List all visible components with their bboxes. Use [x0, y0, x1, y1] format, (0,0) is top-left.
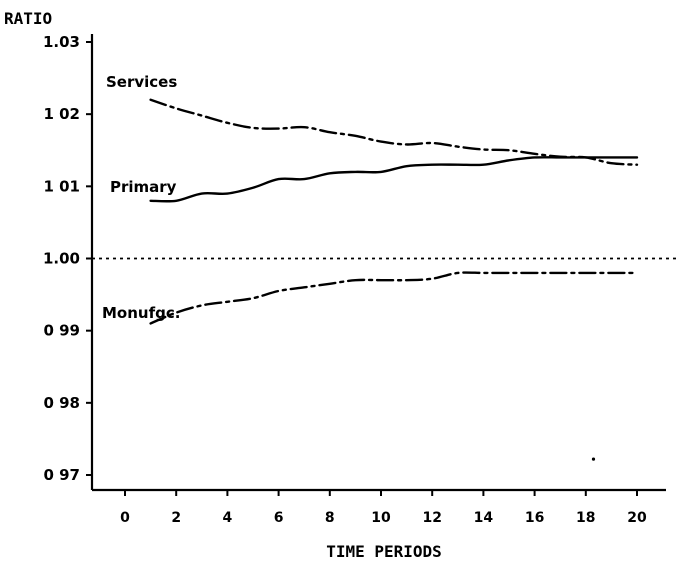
x-tick-label: 6 [274, 510, 284, 526]
series-line-2 [149, 271, 639, 325]
x-tick-label: 0 [120, 510, 130, 526]
stray-mark [591, 457, 596, 461]
x-axis-ticks: 0 2 4 6 8 10 12 14 16 18 20 [120, 490, 647, 526]
y-tick-label: 1.03 [43, 33, 80, 51]
x-tick-label: 14 [474, 510, 494, 526]
series-label-services: Services [106, 73, 177, 91]
series-line-0 [149, 98, 639, 166]
y-tick-label: 1 02 [43, 105, 80, 123]
series-label-manufacturing: Monufgc. [102, 304, 180, 322]
y-tick-label: 1 01 [43, 177, 80, 195]
y-tick-label: 0 99 [43, 322, 80, 340]
x-tick-label: 12 [422, 510, 441, 526]
y-axis-ticks: 0 97 0 98 0 99 1.00 1 01 1 02 1.03 [43, 33, 92, 484]
y-tick-label: 0 97 [43, 466, 80, 484]
x-tick-label: 8 [325, 510, 335, 526]
x-tick-label: 4 [223, 510, 233, 526]
x-tick-label: 2 [171, 510, 181, 526]
series-label-primary: Primary [110, 178, 177, 196]
y-axis-title: RATIO [4, 9, 52, 28]
x-tick-label: 18 [576, 510, 595, 526]
series-lines [149, 98, 639, 325]
series-labels: Services Primary Monufgc. [102, 73, 180, 322]
series-line-1 [149, 156, 639, 203]
x-tick-label: 10 [371, 510, 391, 526]
x-tick-label: 16 [525, 510, 544, 526]
x-axis-title: TIME PERIODS [326, 542, 442, 561]
y-tick-label: 1.00 [43, 250, 80, 268]
y-tick-label: 0 98 [43, 394, 80, 412]
x-tick-label: 20 [627, 510, 647, 526]
